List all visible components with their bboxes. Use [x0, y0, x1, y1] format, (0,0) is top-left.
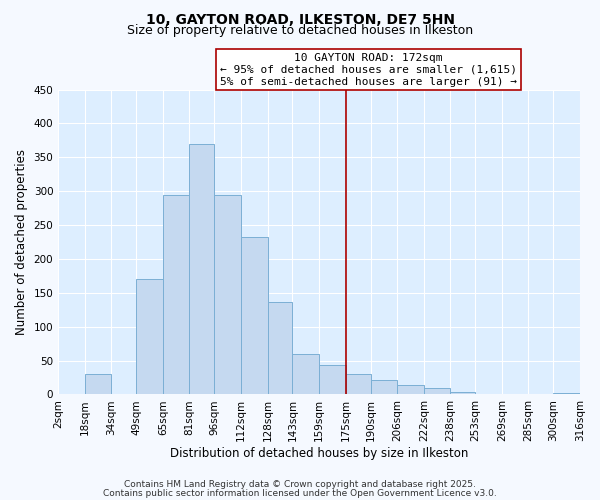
Bar	[163, 194, 190, 394]
Bar	[451, 392, 475, 394]
Y-axis label: Number of detached properties: Number of detached properties	[15, 149, 28, 335]
X-axis label: Distribution of detached houses by size in Ilkeston: Distribution of detached houses by size …	[170, 447, 468, 460]
Bar	[190, 144, 214, 395]
Text: 10, GAYTON ROAD, ILKESTON, DE7 5HN: 10, GAYTON ROAD, ILKESTON, DE7 5HN	[146, 12, 455, 26]
Bar	[424, 388, 451, 394]
Bar	[553, 393, 580, 394]
Text: Size of property relative to detached houses in Ilkeston: Size of property relative to detached ho…	[127, 24, 473, 37]
Bar	[371, 380, 397, 394]
Text: 10 GAYTON ROAD: 172sqm
← 95% of detached houses are smaller (1,615)
5% of semi-d: 10 GAYTON ROAD: 172sqm ← 95% of detached…	[220, 54, 517, 86]
Bar	[346, 374, 371, 394]
Bar	[397, 385, 424, 394]
Bar	[268, 302, 292, 394]
Bar	[214, 194, 241, 394]
Text: Contains HM Land Registry data © Crown copyright and database right 2025.: Contains HM Land Registry data © Crown c…	[124, 480, 476, 489]
Bar	[85, 374, 112, 394]
Bar	[136, 280, 163, 394]
Bar	[292, 354, 319, 395]
Text: Contains public sector information licensed under the Open Government Licence v3: Contains public sector information licen…	[103, 488, 497, 498]
Bar	[241, 238, 268, 394]
Bar	[319, 364, 346, 394]
